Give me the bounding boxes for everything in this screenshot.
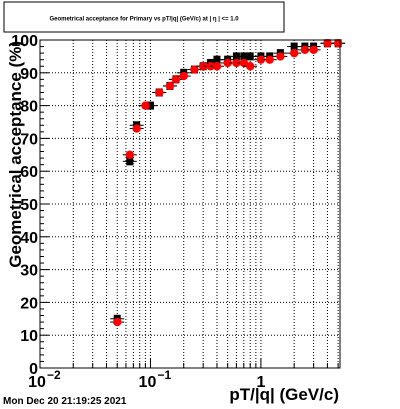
data-point-red bbox=[289, 48, 299, 58]
y-tick-label: 100 bbox=[11, 33, 38, 50]
data-point-red bbox=[232, 58, 241, 68]
x-tick-label-exponent: −2 bbox=[47, 368, 61, 382]
x-axis-title: pT/|q| (GeV/c) bbox=[229, 385, 339, 404]
x-tick-label-base: 10 bbox=[28, 374, 46, 391]
y-tick-label: 50 bbox=[20, 197, 38, 214]
data-point-red bbox=[171, 75, 181, 84]
grid-layer bbox=[40, 40, 340, 368]
y-axis-title: Geometrical acceptance (%) bbox=[6, 41, 25, 268]
data-point-red bbox=[141, 101, 150, 110]
data-point-red bbox=[165, 81, 175, 91]
data-point-red bbox=[256, 55, 266, 64]
chart-title: Geometrical acceptance for Primary vs pT… bbox=[49, 17, 239, 23]
x-tick-label-exponent: −1 bbox=[157, 368, 171, 382]
title-box bbox=[3, 1, 285, 33]
data-point-red bbox=[239, 58, 249, 68]
data-point-red bbox=[190, 65, 199, 74]
x-tick-label-base: 1 bbox=[256, 374, 265, 391]
data-points-layer bbox=[110, 39, 346, 327]
data-point-red bbox=[309, 45, 318, 55]
ticks-layer bbox=[39, 39, 339, 369]
plot-frame bbox=[39, 39, 341, 369]
data-point-red bbox=[300, 45, 310, 55]
x-tick-label-base: 10 bbox=[139, 374, 157, 391]
data-point-red bbox=[155, 88, 164, 97]
data-point-red bbox=[223, 58, 232, 68]
y-tick-label: 0 bbox=[29, 361, 38, 378]
y-tick-label: 80 bbox=[20, 99, 38, 116]
data-point-red bbox=[246, 62, 255, 71]
data-point-red bbox=[323, 39, 332, 48]
data-point-red bbox=[179, 71, 188, 81]
y-tick-label: 40 bbox=[20, 230, 38, 247]
y-tick-label: 60 bbox=[20, 164, 38, 181]
data-point-black bbox=[126, 157, 134, 166]
data-point-red bbox=[212, 62, 222, 71]
data-point-red bbox=[276, 52, 285, 61]
y-tick-label: 20 bbox=[20, 295, 38, 312]
data-point-black bbox=[232, 52, 240, 61]
y-tick-label: 70 bbox=[20, 131, 38, 148]
data-point-red bbox=[132, 124, 141, 133]
data-point-red bbox=[125, 150, 134, 159]
y-tick-label: 30 bbox=[20, 263, 38, 280]
data-point-black bbox=[246, 52, 254, 61]
data-point-red bbox=[265, 55, 274, 64]
x-tick-label: 10 −1 bbox=[139, 368, 172, 391]
data-point-black bbox=[213, 55, 221, 64]
data-point-red bbox=[198, 62, 208, 71]
x-tick-label: 1 bbox=[256, 374, 265, 391]
timestamp: Mon Dec 20 21:19:25 2021 bbox=[3, 396, 127, 407]
data-point-black bbox=[290, 42, 298, 51]
x-tick-label: 10 −2 bbox=[28, 368, 61, 391]
y-tick-label: 90 bbox=[20, 66, 38, 83]
data-point-red bbox=[113, 317, 122, 327]
y-tick-label: 10 bbox=[20, 328, 38, 345]
